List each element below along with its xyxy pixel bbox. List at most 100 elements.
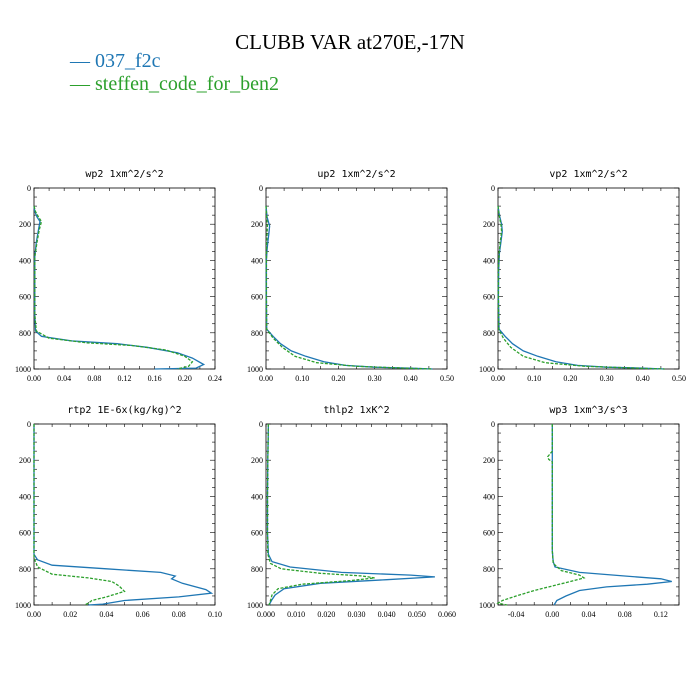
x-tick-label: 0.02 xyxy=(63,610,77,619)
series-line-037-f2c xyxy=(551,424,672,606)
series-line-037-f2c xyxy=(33,206,206,370)
y-tick-label: 1000 xyxy=(479,365,495,374)
x-tick-label: 0.050 xyxy=(408,610,426,619)
series-line-steffen xyxy=(265,206,433,370)
x-tick-label: 0.08 xyxy=(87,374,101,383)
series-line-steffen xyxy=(33,205,194,370)
y-tick-label: 600 xyxy=(19,529,31,538)
y-tick-label: 800 xyxy=(19,329,31,338)
legend-item-037-f2c: — 037_f2c xyxy=(70,50,161,72)
x-tick-label: 0.20 xyxy=(178,374,192,383)
x-tick-label: 0.04 xyxy=(99,610,113,619)
x-tick-label: 0.30 xyxy=(368,374,382,383)
series-line-037-f2c xyxy=(265,206,433,370)
x-tick-label: -0.04 xyxy=(508,610,525,619)
x-tick-label: 0.00 xyxy=(491,374,505,383)
series-line-steffen xyxy=(496,424,586,606)
y-tick-label: 400 xyxy=(483,256,495,265)
y-tick-label: 1000 xyxy=(479,601,495,610)
x-tick-label: 0.04 xyxy=(57,374,71,383)
series-line-steffen xyxy=(33,424,126,606)
series-line-037-f2c xyxy=(33,424,214,606)
subplot-title: rtp2 1E-6x(kg/kg)^2 xyxy=(67,405,181,416)
y-tick-label: 400 xyxy=(251,256,263,265)
y-tick-label: 600 xyxy=(251,529,263,538)
y-tick-label: 400 xyxy=(19,256,31,265)
plot-frame xyxy=(497,187,680,370)
subplot-title: wp2 1xm^2/s^2 xyxy=(85,169,163,180)
plot-frame xyxy=(33,187,216,370)
y-tick-label: 0 xyxy=(259,420,263,429)
subplot-5: wp3 1xm^3/s^3 0 200 400 600 800 1000 -0.04 0.00 0… xyxy=(479,405,680,619)
series-line-steffen xyxy=(266,423,375,606)
y-tick-label: 1000 xyxy=(247,365,263,374)
series-line-037-f2c xyxy=(266,423,435,606)
x-tick-label: 0.00 xyxy=(545,610,559,619)
x-tick-label: 0.010 xyxy=(287,610,305,619)
plot-frame xyxy=(33,423,216,606)
y-tick-label: 0 xyxy=(491,420,495,429)
x-tick-label: 0.06 xyxy=(136,610,150,619)
y-tick-label: 1000 xyxy=(15,365,31,374)
x-tick-label: 0.20 xyxy=(563,374,577,383)
legend-item-steffen: — steffen_code_for_ben2 xyxy=(70,73,280,95)
x-tick-label: 0.000 xyxy=(257,610,275,619)
y-tick-label: 200 xyxy=(483,220,495,229)
x-tick-label: 0.40 xyxy=(404,374,418,383)
y-tick-label: 800 xyxy=(251,565,263,574)
y-tick-label: 600 xyxy=(483,293,495,302)
y-tick-label: 200 xyxy=(19,220,31,229)
subplot-title: vp2 1xm^2/s^2 xyxy=(549,169,627,180)
x-tick-label: 0.24 xyxy=(208,374,222,383)
x-tick-label: 0.00 xyxy=(259,374,273,383)
y-tick-label: 800 xyxy=(483,329,495,338)
x-tick-label: 0.060 xyxy=(438,610,456,619)
y-tick-label: 1000 xyxy=(15,601,31,610)
x-tick-label: 0.08 xyxy=(172,610,186,619)
y-tick-label: 800 xyxy=(19,565,31,574)
x-tick-label: 0.00 xyxy=(27,610,41,619)
x-tick-label: 0.04 xyxy=(582,610,596,619)
x-tick-label: 0.08 xyxy=(618,610,632,619)
y-tick-label: 400 xyxy=(483,492,495,501)
y-tick-label: 600 xyxy=(251,293,263,302)
x-tick-label: 0.020 xyxy=(317,610,335,619)
y-tick-label: 800 xyxy=(251,329,263,338)
x-tick-label: 0.00 xyxy=(27,374,41,383)
y-tick-label: 200 xyxy=(483,456,495,465)
y-tick-label: 0 xyxy=(27,420,31,429)
y-tick-label: 0 xyxy=(259,184,263,193)
y-tick-label: 400 xyxy=(251,492,263,501)
plot-frame xyxy=(265,187,448,370)
y-tick-label: 400 xyxy=(19,492,31,501)
x-tick-label: 0.040 xyxy=(378,610,396,619)
x-tick-label: 0.20 xyxy=(331,374,345,383)
y-tick-label: 0 xyxy=(27,184,31,193)
y-tick-label: 200 xyxy=(251,220,263,229)
x-tick-label: 0.50 xyxy=(672,374,686,383)
x-tick-label: 0.30 xyxy=(600,374,614,383)
x-tick-label: 0.40 xyxy=(636,374,650,383)
series-line-steffen xyxy=(497,206,665,370)
y-tick-label: 1000 xyxy=(247,601,263,610)
y-tick-label: 600 xyxy=(19,293,31,302)
x-tick-label: 0.50 xyxy=(440,374,454,383)
x-tick-label: 0.10 xyxy=(208,610,222,619)
y-tick-label: 200 xyxy=(251,456,263,465)
subplot-title: wp3 1xm^3/s^3 xyxy=(549,405,627,416)
x-tick-label: 0.16 xyxy=(148,374,162,383)
x-tick-label: 0.10 xyxy=(295,374,309,383)
x-tick-label: 0.030 xyxy=(348,610,366,619)
subplot-title: thlp2 1xK^2 xyxy=(323,405,389,416)
series-line-037-f2c xyxy=(497,206,665,370)
figure-title: CLUBB VAR at270E,-17N xyxy=(235,30,465,54)
y-tick-label: 200 xyxy=(19,456,31,465)
subplot-title: up2 1xm^2/s^2 xyxy=(317,169,395,180)
x-tick-label: 0.12 xyxy=(118,374,132,383)
subplot-3: rtp2 1E-6x(kg/kg)^2 0 200 400 600 800 10000.00… xyxy=(15,405,222,619)
